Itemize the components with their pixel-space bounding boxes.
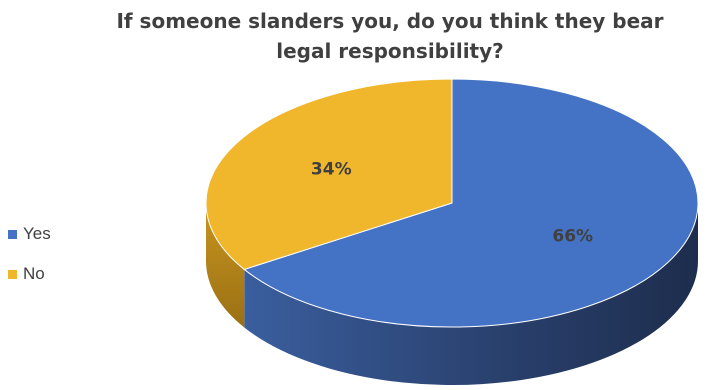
pie-slice-yes <box>243 78 699 328</box>
legend-item-no: No <box>8 254 51 294</box>
legend: Yes No <box>8 214 51 294</box>
data-label-yes: 66% <box>552 226 593 246</box>
legend-label-no: No <box>23 264 45 283</box>
pie-slice-no <box>205 78 453 270</box>
legend-item-yes: Yes <box>8 214 51 254</box>
chart-title: If someone slanders you, do you think th… <box>116 9 664 63</box>
legend-swatch-yes <box>8 229 17 239</box>
pie-side-yes <box>244 203 699 385</box>
legend-swatch-no <box>8 269 17 279</box>
data-label-no: 34% <box>311 160 352 180</box>
pie-side-no <box>206 203 245 328</box>
legend-label-yes: Yes <box>23 224 51 243</box>
